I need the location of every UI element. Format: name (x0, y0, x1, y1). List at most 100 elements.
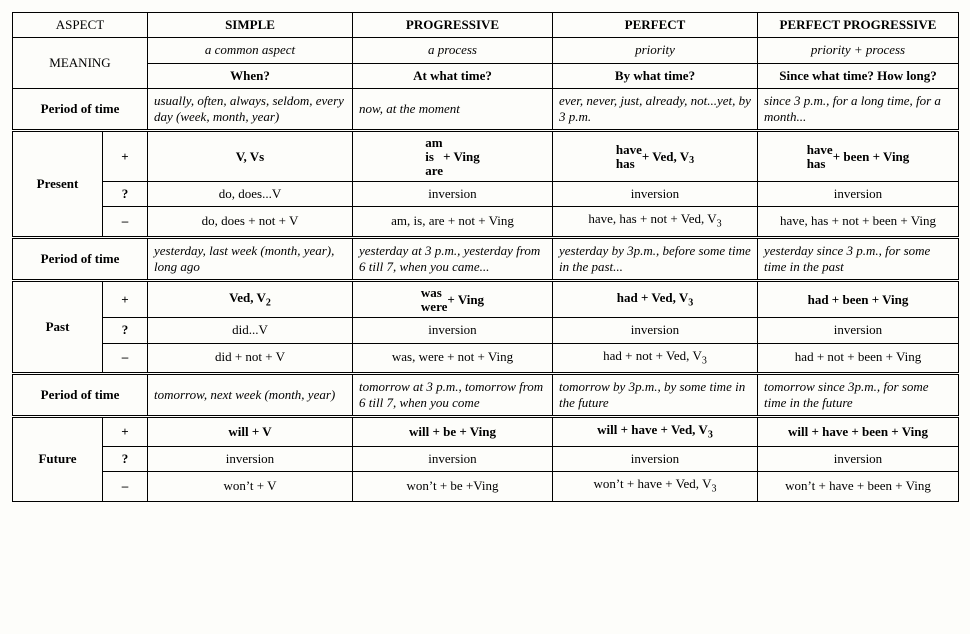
past-neg-row: – did + not + V was, were + not + Ving h… (13, 343, 959, 373)
future-q-row: ? inversion inversion inversion inversio… (13, 447, 959, 472)
present-plus-simple: V, Vs (148, 131, 353, 182)
present-plus-row: Present + V, Vs am is are + Ving have ha… (13, 131, 959, 182)
stack-line: are (425, 164, 443, 178)
subscript: 3 (711, 484, 716, 495)
present-period-row: Period of time usually, often, always, s… (13, 88, 959, 131)
header-progressive: PROGRESSIVE (353, 13, 553, 38)
future-period-label: Period of time (13, 373, 148, 417)
tense-aspect-table: ASPECT SIMPLE PROGRESSIVE PERFECT PERFEC… (12, 12, 959, 502)
tail: + Ved, V (642, 149, 689, 165)
future-plus-row: Future + will + V will + be + Ving will … (13, 417, 959, 447)
future-neg-row: – won’t + V won’t + be +Ving won’t + hav… (13, 472, 959, 501)
subscript: 3 (717, 219, 722, 230)
past-plus-progressive: was were + Ving (353, 281, 553, 318)
subscript: 3 (688, 297, 693, 308)
past-q-simple: did...V (148, 318, 353, 343)
future-label: Future (13, 417, 103, 501)
stack-line: has (616, 157, 642, 171)
tail: + Ving (443, 149, 480, 165)
past-period-row: Period of time yesterday, last week (mon… (13, 237, 959, 281)
stack-line: has (807, 157, 833, 171)
past-period-progressive: yesterday at 3 p.m., yesterday from 6 ti… (353, 237, 553, 281)
tail: + Ving (447, 292, 484, 308)
past-period-label: Period of time (13, 237, 148, 281)
past-neg-sign: – (103, 343, 148, 373)
future-period-progressive: tomorrow at 3 p.m., tomorrow from 6 till… (353, 373, 553, 417)
meaning-pp-2: Since what time? How long? (758, 63, 959, 88)
past-neg-simple: did + not + V (148, 343, 353, 373)
future-q-perfect: inversion (553, 447, 758, 472)
past-period-simple: yesterday, last week (month, year), long… (148, 237, 353, 281)
present-period-pp: since 3 p.m., for a long time, for a mon… (758, 88, 959, 131)
present-plus-sign: + (103, 131, 148, 182)
subscript: 2 (266, 297, 271, 308)
stack-line: was (421, 286, 447, 300)
meaning-row-2: When? At what time? By what time? Since … (13, 63, 959, 88)
meaning-row-1: MEANING a common aspect a process priori… (13, 38, 959, 63)
stack-line: were (421, 300, 447, 314)
past-period-pp: yesterday since 3 p.m., for some time in… (758, 237, 959, 281)
present-neg-row: – do, does + not + V am, is, are + not +… (13, 207, 959, 237)
past-q-row: ? did...V inversion inversion inversion (13, 318, 959, 343)
meaning-perfect-2: By what time? (553, 63, 758, 88)
past-plus-perfect: had + Ved, V3 (553, 281, 758, 318)
present-period-label: Period of time (13, 88, 148, 131)
meaning-perfect-1: priority (553, 38, 758, 63)
present-neg-perfect: have, has + not + Ved, V3 (553, 207, 758, 237)
stack-line: is (425, 150, 443, 164)
present-period-perfect: ever, never, just, already, not...yet, b… (553, 88, 758, 131)
future-period-pp: tomorrow since 3p.m., for some time in t… (758, 373, 959, 417)
past-q-pp: inversion (758, 318, 959, 343)
subscript: 3 (708, 430, 713, 441)
present-neg-simple: do, does + not + V (148, 207, 353, 237)
future-q-simple: inversion (148, 447, 353, 472)
past-plus-sign: + (103, 281, 148, 318)
future-plus-perfect: will + have + Ved, V3 (553, 417, 758, 447)
lead: had + Ved, V (617, 290, 688, 305)
future-neg-progressive: won’t + be +Ving (353, 472, 553, 501)
lead: won’t + have + Ved, V (594, 476, 712, 491)
present-neg-progressive: am, is, are + not + Ving (353, 207, 553, 237)
header-perfect: PERFECT (553, 13, 758, 38)
lead: will + have + Ved, V (597, 422, 708, 437)
present-label: Present (13, 131, 103, 237)
past-period-perfect: yesterday by 3p.m., before some time in … (553, 237, 758, 281)
future-neg-pp: won’t + have + been + Ving (758, 472, 959, 501)
past-q-sign: ? (103, 318, 148, 343)
past-plus-pp: had + been + Ving (758, 281, 959, 318)
past-plus-row: Past + Ved, V2 was were + Ving had + Ved… (13, 281, 959, 318)
future-q-progressive: inversion (353, 447, 553, 472)
header-simple: SIMPLE (148, 13, 353, 38)
future-q-sign: ? (103, 447, 148, 472)
lead: have, has + not + Ved, V (588, 211, 716, 226)
meaning-label: MEANING (13, 38, 148, 89)
stack-line: have (807, 143, 833, 157)
meaning-progressive-1: a process (353, 38, 553, 63)
past-q-progressive: inversion (353, 318, 553, 343)
past-neg-progressive: was, were + not + Ving (353, 343, 553, 373)
future-period-perfect: tomorrow by 3p.m., by some time in the f… (553, 373, 758, 417)
past-plus-simple: Ved, V2 (148, 281, 353, 318)
subscript: 3 (702, 355, 707, 366)
future-plus-progressive: will + be + Ving (353, 417, 553, 447)
future-neg-sign: – (103, 472, 148, 501)
present-q-row: ? do, does...V inversion inversion inver… (13, 182, 959, 207)
present-neg-sign: – (103, 207, 148, 237)
future-neg-simple: won’t + V (148, 472, 353, 501)
present-period-progressive: now, at the moment (353, 88, 553, 131)
present-plus-pp: have has + been + Ving (758, 131, 959, 182)
header-aspect: ASPECT (13, 13, 148, 38)
present-period-simple: usually, often, always, seldom, every da… (148, 88, 353, 131)
present-q-simple: do, does...V (148, 182, 353, 207)
header-row: ASPECT SIMPLE PROGRESSIVE PERFECT PERFEC… (13, 13, 959, 38)
lead: had + not + Ved, V (603, 348, 702, 363)
present-q-sign: ? (103, 182, 148, 207)
future-neg-perfect: won’t + have + Ved, V3 (553, 472, 758, 501)
meaning-progressive-2: At what time? (353, 63, 553, 88)
present-neg-pp: have, has + not + been + Ving (758, 207, 959, 237)
meaning-pp-1: priority + process (758, 38, 959, 63)
past-neg-pp: had + not + been + Ving (758, 343, 959, 373)
tail: + been + Ving (833, 149, 910, 165)
present-plus-progressive: am is are + Ving (353, 131, 553, 182)
present-q-pp: inversion (758, 182, 959, 207)
